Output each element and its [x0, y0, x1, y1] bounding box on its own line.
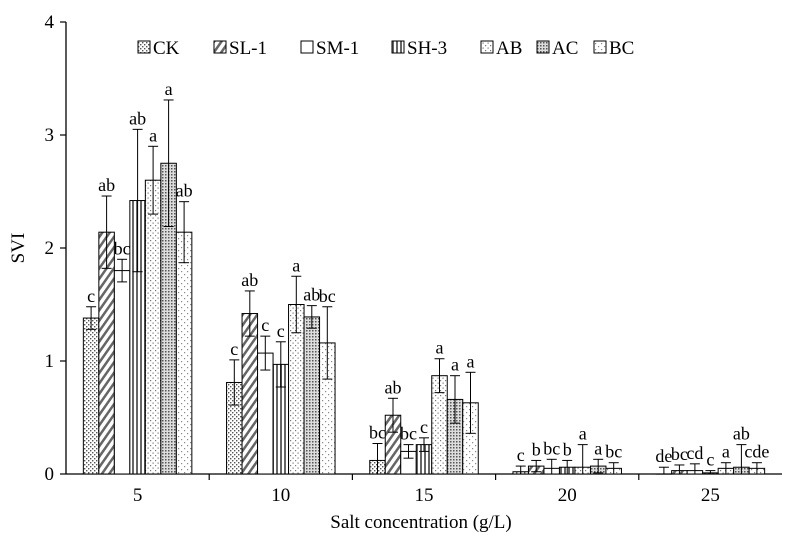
- significance-label: a: [451, 355, 459, 375]
- significance-label: de: [655, 446, 672, 466]
- bar: [176, 232, 192, 474]
- legend-swatch: [301, 41, 313, 53]
- legend-swatch: [537, 41, 549, 53]
- bar: [114, 271, 130, 474]
- y-axis-title: SVI: [8, 233, 29, 264]
- y-tick-label: 1: [45, 351, 55, 372]
- significance-label: cd: [686, 443, 703, 463]
- legend-label: SH-3: [407, 38, 447, 59]
- bar: [83, 318, 99, 474]
- significance-label: c: [706, 450, 714, 470]
- x-tick-label: 5: [133, 485, 143, 506]
- bar: [242, 314, 257, 474]
- bar: [258, 353, 274, 474]
- legend-label: AC: [552, 38, 578, 59]
- significance-label: ab: [241, 270, 258, 290]
- bar: [304, 317, 320, 474]
- significance-label: c: [261, 315, 269, 335]
- significance-label: a: [149, 125, 157, 145]
- significance-label: ab: [176, 181, 193, 201]
- significance-label: ab: [98, 175, 115, 195]
- legend-swatch: [594, 41, 606, 53]
- legend-label: CK: [153, 38, 180, 59]
- significance-label: bc: [605, 442, 622, 462]
- significance-label: b: [532, 439, 541, 459]
- significance-label: bc: [114, 238, 131, 258]
- y-tick-label: 2: [45, 238, 55, 259]
- y-tick-label: 3: [45, 125, 55, 146]
- significance-label: ab: [303, 285, 320, 305]
- significance-label: c: [87, 286, 95, 306]
- significance-label: bc: [319, 286, 336, 306]
- significance-label: bc: [400, 424, 417, 444]
- x-tick-label: 20: [558, 485, 577, 506]
- significance-label: bc: [671, 444, 688, 464]
- significance-label: a: [722, 442, 730, 462]
- legend-label: SM-1: [316, 38, 359, 59]
- legend: CK SL-1 SM-1 SH-3 AB AC BC: [138, 38, 634, 59]
- significance-label: bc: [543, 438, 560, 458]
- significance-label: ab: [129, 108, 146, 128]
- significance-label: a: [467, 351, 475, 371]
- legend-label: SL-1: [229, 38, 267, 59]
- significance-label: c: [230, 339, 238, 359]
- significance-label: c: [420, 417, 428, 437]
- legend-label: BC: [609, 38, 634, 59]
- significance-label: a: [436, 338, 444, 358]
- significance-label: cde: [744, 442, 769, 462]
- x-tick-label: 15: [415, 485, 434, 506]
- y-tick-label: 0: [45, 464, 55, 485]
- significance-label: c: [277, 321, 285, 341]
- significance-label: b: [563, 439, 572, 459]
- significance-label: ab: [733, 424, 750, 444]
- legend-swatch: [214, 41, 226, 53]
- x-tick-label: 25: [701, 485, 720, 506]
- bar: [145, 180, 161, 474]
- significance-label: a: [165, 79, 173, 99]
- x-tick-label: 10: [271, 485, 290, 506]
- legend-label: AB: [496, 38, 522, 59]
- significance-label: c: [517, 445, 525, 465]
- y-tick-label: 4: [45, 12, 55, 33]
- significance-label: ab: [385, 377, 402, 397]
- significance-label: a: [292, 255, 300, 275]
- legend-swatch: [138, 41, 150, 53]
- significance-label: a: [594, 438, 602, 458]
- legend-swatch: [392, 41, 404, 53]
- significance-label: a: [579, 424, 587, 444]
- significance-label: bc: [369, 422, 386, 442]
- x-axis-title: Salt concentration (g/L): [330, 512, 512, 533]
- legend-swatch: [481, 41, 493, 53]
